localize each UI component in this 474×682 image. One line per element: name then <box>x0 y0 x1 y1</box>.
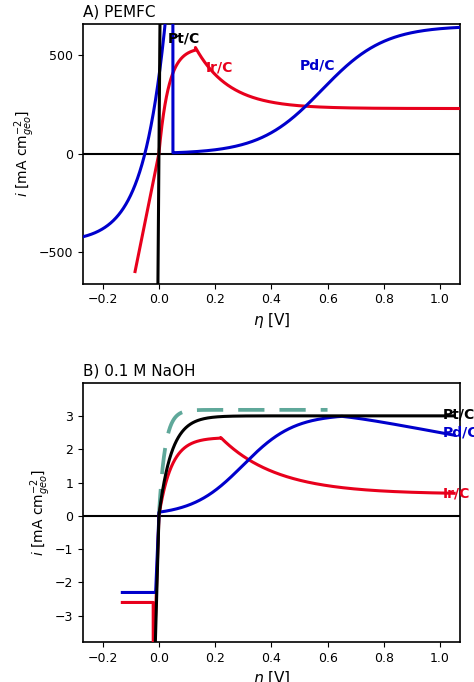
Text: Ir/C: Ir/C <box>205 60 233 74</box>
X-axis label: $\eta$ [V]: $\eta$ [V] <box>253 669 290 682</box>
Text: Pd/C: Pd/C <box>443 426 474 439</box>
Text: Pd/C: Pd/C <box>300 58 335 72</box>
Y-axis label: $i$ [mA cm$^{-2}_{geo}$]: $i$ [mA cm$^{-2}_{geo}$] <box>13 110 37 197</box>
Text: Pt/C: Pt/C <box>167 31 200 46</box>
Text: B) 0.1 M NaOH: B) 0.1 M NaOH <box>83 364 195 379</box>
Text: A) PEMFC: A) PEMFC <box>83 5 155 20</box>
Y-axis label: $i$ [mA cm$^{-2}_{geo}$]: $i$ [mA cm$^{-2}_{geo}$] <box>29 469 54 556</box>
Text: Ir/C: Ir/C <box>443 486 470 500</box>
Text: Pt/C: Pt/C <box>443 408 474 421</box>
X-axis label: $\eta$ [V]: $\eta$ [V] <box>253 311 290 329</box>
